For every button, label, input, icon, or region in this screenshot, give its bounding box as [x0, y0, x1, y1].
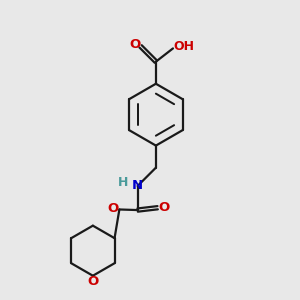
Text: O: O — [158, 201, 170, 214]
Text: O: O — [87, 274, 98, 287]
Text: N: N — [132, 179, 143, 192]
Text: OH: OH — [173, 40, 194, 53]
Text: O: O — [107, 202, 118, 215]
Text: H: H — [118, 176, 129, 189]
Text: O: O — [130, 38, 141, 50]
